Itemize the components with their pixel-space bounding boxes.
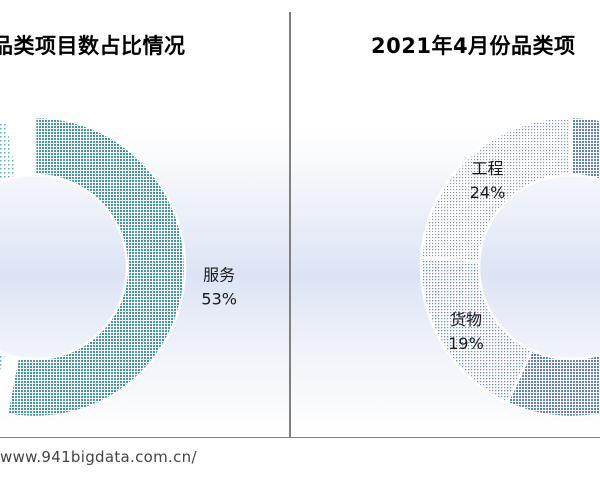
left-donut-chart: 服务 53% (0, 115, 237, 419)
donut-slice (419, 115, 573, 263)
slice-label: 货物 (450, 310, 482, 329)
donut-slice (419, 256, 534, 405)
donut-slice (5, 115, 187, 419)
slice-label: 工程 (471, 159, 503, 178)
slice-label: 服务 (203, 265, 235, 284)
source-footer: www.941bigdata.com.cn/ (0, 448, 197, 466)
right-chart-title: 2021年4月份品类项 (371, 34, 576, 58)
right-chart-panel: 2021年4月份品类项 货物 19% 工程 24% (290, 12, 600, 438)
donut-slice (0, 118, 20, 379)
slice-percent-label: 19% (448, 334, 484, 353)
slice-percent-label: 53% (201, 289, 237, 308)
left-chart-panel: 品类项目数占比情况 服务 53% (0, 12, 290, 438)
slice-percent-label: 24% (470, 183, 506, 202)
left-chart-title: 品类项目数占比情况 (0, 34, 186, 58)
donut-slice (505, 115, 600, 419)
right-donut-chart: 货物 19% 工程 24% (419, 115, 600, 419)
donut-slice (5, 115, 37, 179)
